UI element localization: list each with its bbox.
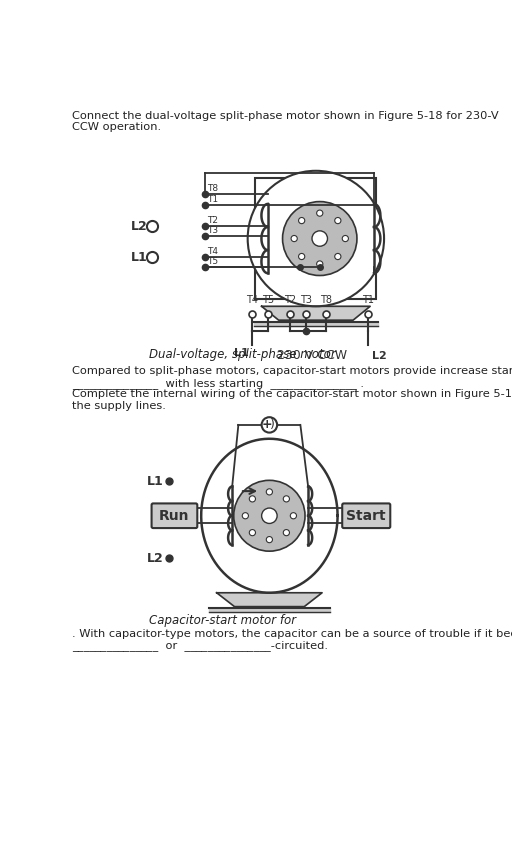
Text: L1: L1 (131, 251, 147, 264)
Text: L1: L1 (234, 348, 249, 358)
Text: _______________  or  _______________-circuited.: _______________ or _______________-circu… (72, 640, 328, 651)
Circle shape (262, 417, 277, 432)
Text: . With capacitor-type motors, the capacitor can be a source of trouble if it bec: . With capacitor-type motors, the capaci… (72, 629, 512, 639)
Circle shape (335, 217, 341, 224)
Text: CCW operation.: CCW operation. (72, 121, 161, 131)
Text: T2: T2 (207, 216, 219, 225)
Text: Start: Start (347, 509, 386, 522)
Text: ): ) (270, 419, 275, 432)
Text: L2: L2 (131, 220, 147, 233)
Circle shape (249, 496, 255, 502)
Text: Capacitor-start motor for: Capacitor-start motor for (150, 613, 296, 626)
Circle shape (298, 253, 305, 260)
Circle shape (262, 508, 277, 523)
Circle shape (291, 235, 297, 241)
Text: Complete the internal wiring of the capacitor-start motor shown in Figure 5-19 t: Complete the internal wiring of the capa… (72, 389, 512, 400)
Text: T4: T4 (246, 295, 258, 304)
Polygon shape (201, 439, 337, 593)
FancyBboxPatch shape (152, 503, 197, 528)
Circle shape (316, 210, 323, 216)
Text: L1: L1 (147, 475, 164, 488)
Bar (255, 178, 376, 298)
Text: Connect the dual-voltage split-phase motor shown in Figure 5-18 for 230-V: Connect the dual-voltage split-phase mot… (72, 111, 498, 121)
Circle shape (290, 513, 296, 519)
Circle shape (342, 235, 349, 241)
Circle shape (266, 489, 272, 495)
Circle shape (248, 170, 384, 306)
Polygon shape (217, 593, 322, 606)
Circle shape (283, 496, 289, 502)
Text: Run: Run (159, 509, 189, 522)
Polygon shape (254, 322, 378, 325)
Text: T8: T8 (207, 183, 219, 193)
Text: T1: T1 (207, 195, 219, 203)
Text: L2: L2 (147, 552, 164, 565)
Circle shape (249, 529, 255, 535)
Circle shape (316, 261, 323, 267)
Circle shape (298, 217, 305, 224)
Polygon shape (262, 306, 370, 320)
Circle shape (312, 231, 328, 247)
Text: T8: T8 (320, 295, 332, 304)
Circle shape (283, 202, 357, 276)
Text: T2: T2 (284, 295, 296, 304)
Text: T5: T5 (207, 257, 219, 266)
Text: T3: T3 (207, 226, 219, 235)
Text: +: + (262, 419, 272, 432)
Text: T1: T1 (362, 295, 374, 304)
Text: T5: T5 (262, 295, 274, 304)
Text: T3: T3 (300, 295, 312, 304)
Polygon shape (209, 608, 330, 612)
Circle shape (266, 536, 272, 542)
Circle shape (283, 529, 289, 535)
Text: _______________  with less starting  _______________ .: _______________ with less starting _____… (72, 378, 364, 389)
Text: T4: T4 (207, 247, 219, 256)
Circle shape (233, 480, 305, 551)
Text: the supply lines.: the supply lines. (72, 401, 165, 411)
Text: L2: L2 (372, 351, 387, 361)
Text: 230 V CCW: 230 V CCW (277, 349, 347, 362)
Text: Dual-voltage, split-phase motor: Dual-voltage, split-phase motor (150, 348, 336, 361)
Circle shape (335, 253, 341, 260)
Text: Compared to split-phase motors, capacitor-start motors provide increase starting: Compared to split-phase motors, capacito… (72, 367, 512, 376)
Circle shape (242, 513, 248, 519)
FancyBboxPatch shape (342, 503, 390, 528)
